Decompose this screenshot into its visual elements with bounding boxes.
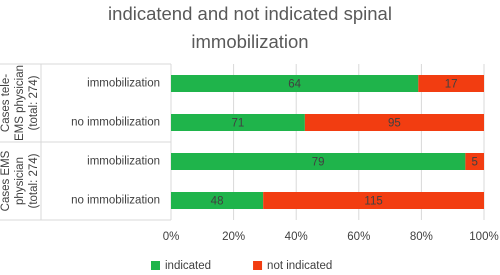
data-label: 115 (364, 196, 382, 208)
x-tick-label: 20% (222, 231, 245, 243)
bar-segment (171, 75, 419, 92)
bar-segment (418, 75, 484, 92)
y-tick-label: immobilization (87, 78, 160, 90)
legend-swatch (253, 261, 263, 270)
x-tick-label: 60% (347, 231, 370, 243)
y-tick-label: no immobilization (71, 195, 160, 207)
chart-title: indicatend and not indicated spinal immo… (108, 3, 392, 52)
data-label: 71 (232, 118, 245, 130)
bar-segment (171, 192, 264, 209)
legend-swatch (151, 261, 160, 270)
data-label: 79 (312, 157, 325, 169)
x-tick-label: 100% (469, 231, 498, 243)
bar-segment (171, 114, 305, 131)
bar-segment (304, 114, 484, 131)
data-label: 5 (471, 157, 477, 169)
group-label: (total: 274) (28, 153, 40, 208)
data-label: 48 (211, 196, 224, 208)
legend-label: indicated (165, 260, 211, 272)
group-label: Cases tele- (0, 74, 12, 132)
x-tick-label: 0% (163, 231, 180, 243)
bar-segment (465, 153, 484, 170)
x-tick-label: 40% (285, 231, 308, 243)
legend-label: not indicated (267, 260, 332, 272)
group-label: EMS physician (14, 65, 26, 141)
group-label: (total: 274) (28, 75, 40, 130)
group-label: physician (14, 157, 26, 205)
bar-segment (171, 153, 466, 170)
data-label: 95 (388, 118, 401, 130)
y-tick-label: no immobilization (71, 117, 160, 129)
data-label: 17 (445, 79, 458, 91)
bar-segment (263, 192, 484, 209)
group-label: Cases EMS (0, 150, 12, 211)
x-tick-label: 80% (410, 231, 433, 243)
y-tick-label: immobilization (87, 156, 160, 168)
data-label: 64 (288, 79, 301, 91)
